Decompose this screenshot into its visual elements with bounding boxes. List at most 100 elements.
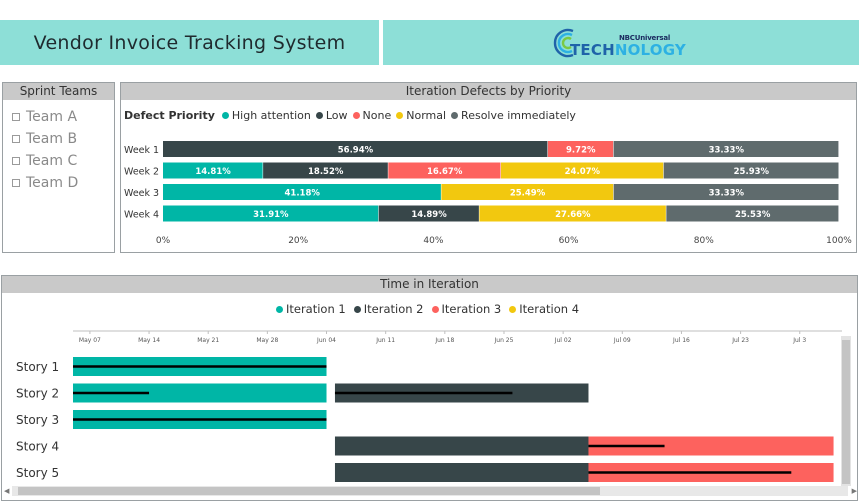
nbc-logo-icon bbox=[553, 28, 574, 58]
bar-segment[interactable] bbox=[388, 162, 501, 179]
data-label: 27.66% bbox=[555, 210, 591, 220]
date-tick-label: Jul 02 bbox=[554, 337, 572, 344]
logo-banner bbox=[383, 20, 859, 65]
data-label: 14.89% bbox=[411, 210, 447, 220]
app-title: Vendor Invoice Tracking System bbox=[33, 31, 346, 54]
data-label: 24.07% bbox=[565, 167, 601, 177]
bar-segment[interactable] bbox=[163, 205, 379, 222]
data-label: 9.72% bbox=[566, 146, 596, 156]
data-label: 16.67% bbox=[427, 167, 463, 177]
legend-dot-icon bbox=[221, 112, 229, 119]
logo-technology-text: TECHNOLOGY bbox=[570, 41, 686, 59]
defects-chart-panel: Iteration Defects by Priority Defect Pri… bbox=[120, 82, 857, 253]
data-label: 25.49% bbox=[510, 189, 546, 199]
app-title-banner: Vendor Invoice Tracking System bbox=[0, 20, 379, 65]
legend-dot-icon bbox=[431, 305, 439, 313]
gantt-bar[interactable] bbox=[334, 463, 589, 482]
legend-high-attention[interactable]: High attention bbox=[220, 109, 311, 122]
data-label: 56.94% bbox=[338, 146, 374, 156]
date-tick-label: May 14 bbox=[138, 337, 160, 344]
date-tick-label: May 28 bbox=[256, 337, 278, 344]
data-label: 18.52% bbox=[308, 167, 344, 177]
story-label: Story 5 bbox=[16, 466, 59, 480]
gantt-bar[interactable] bbox=[334, 436, 589, 456]
timeline-title: Time in Iteration bbox=[2, 276, 857, 293]
checkbox-icon[interactable] bbox=[12, 179, 20, 187]
horizontal-scroll-thumb[interactable] bbox=[18, 487, 600, 495]
bar-segment[interactable] bbox=[666, 205, 839, 222]
legend-none[interactable]: None bbox=[351, 109, 391, 122]
timeline-legend: Iteration 1 Iteration 2 Iteration 3 Iter… bbox=[2, 302, 857, 316]
date-tick-label: May 07 bbox=[79, 337, 101, 344]
legend-low[interactable]: Low bbox=[314, 109, 348, 122]
date-tick-label: May 21 bbox=[197, 337, 219, 344]
category-label: Week 3 bbox=[124, 188, 159, 199]
checkbox-icon[interactable] bbox=[12, 135, 20, 143]
bar-segment[interactable] bbox=[663, 162, 839, 179]
defects-legend: Defect Priority High attention Low None … bbox=[124, 109, 579, 122]
legend-iteration-3[interactable]: Iteration 3 bbox=[430, 302, 501, 316]
x-tick-label: 60% bbox=[559, 236, 579, 246]
legend-dot-icon bbox=[352, 112, 360, 119]
legend-normal[interactable]: Normal bbox=[394, 109, 446, 122]
story-label: Story 1 bbox=[16, 360, 59, 374]
logo-nbcuniversal-text: NBCUniversal bbox=[619, 34, 671, 42]
category-label: Week 1 bbox=[124, 145, 159, 156]
date-tick-label: Jul 09 bbox=[613, 337, 631, 344]
vertical-scroll-thumb[interactable] bbox=[842, 340, 850, 484]
slicer-item-team-c[interactable]: Team C bbox=[3, 150, 114, 172]
data-label: 33.33% bbox=[709, 189, 745, 199]
checkbox-icon[interactable] bbox=[12, 157, 20, 165]
date-tick-label: Jun 11 bbox=[375, 337, 395, 344]
gantt-bar[interactable] bbox=[588, 436, 834, 456]
data-label: 25.53% bbox=[735, 210, 771, 220]
slicer-item-team-a[interactable]: Team A bbox=[3, 106, 114, 128]
bar-segment[interactable] bbox=[163, 184, 441, 200]
vertical-scrollbar[interactable] bbox=[841, 336, 851, 486]
category-label: Week 4 bbox=[124, 210, 159, 221]
scroll-right-arrow-icon[interactable]: ▶ bbox=[851, 487, 857, 495]
data-label: 31.91% bbox=[253, 210, 289, 220]
story-label: Story 2 bbox=[16, 387, 59, 401]
x-tick-label: 40% bbox=[423, 236, 443, 246]
x-tick-label: 100% bbox=[826, 236, 852, 246]
legend-dot-icon bbox=[315, 112, 323, 119]
defects-bar-chart: Week 1 56.94% 9.72% 33.33% Week 2 14.81% 18.52… bbox=[124, 141, 852, 246]
story-label: Story 3 bbox=[16, 413, 59, 427]
bar-segment[interactable] bbox=[263, 162, 388, 179]
gantt-bar[interactable] bbox=[73, 383, 327, 403]
bar-segment[interactable] bbox=[378, 205, 479, 222]
date-tick-label: Jun 25 bbox=[494, 337, 514, 344]
x-tick-label: 20% bbox=[288, 236, 308, 246]
bar-segment[interactable] bbox=[163, 141, 548, 157]
legend-dot-icon bbox=[396, 112, 404, 119]
date-tick-label: Jul 16 bbox=[672, 337, 690, 344]
bar-segment[interactable] bbox=[547, 141, 614, 157]
time-in-iteration-panel: Time in Iteration Iteration 1 Iteration … bbox=[1, 275, 858, 501]
legend-dot-icon bbox=[275, 305, 283, 313]
date-tick-label: Jun 04 bbox=[316, 337, 336, 344]
legend-title: Defect Priority bbox=[124, 109, 215, 122]
gantt-chart: May 07 May 14 May 21 May 28 Jun 04 Jun 11 Jun … bbox=[16, 330, 842, 482]
scroll-left-arrow-icon[interactable]: ◀ bbox=[4, 487, 10, 495]
bar-segment[interactable] bbox=[163, 162, 263, 179]
x-tick-label: 80% bbox=[694, 236, 714, 246]
legend-iteration-1[interactable]: Iteration 1 bbox=[274, 302, 346, 316]
slicer-item-team-b[interactable]: Team B bbox=[3, 128, 114, 150]
legend-resolve-immediately[interactable]: Resolve immediately bbox=[449, 109, 576, 122]
bar-segment[interactable] bbox=[479, 205, 666, 222]
data-label: 33.33% bbox=[709, 146, 745, 156]
legend-iteration-2[interactable]: Iteration 2 bbox=[352, 302, 424, 316]
bar-segment[interactable] bbox=[613, 184, 839, 200]
checkbox-icon[interactable] bbox=[12, 113, 20, 121]
bar-segment[interactable] bbox=[441, 184, 614, 200]
legend-iteration-4[interactable]: Iteration 4 bbox=[507, 302, 579, 316]
category-label: Week 2 bbox=[124, 167, 159, 178]
data-label: 41.18% bbox=[284, 189, 320, 199]
horizontal-scrollbar[interactable]: ◀ ▶ bbox=[4, 486, 857, 496]
sprint-teams-slicer: Sprint Teams Team A Team B Team C Team D bbox=[2, 82, 115, 253]
legend-dot-icon bbox=[451, 112, 459, 119]
bar-segment[interactable] bbox=[501, 162, 664, 179]
bar-segment[interactable] bbox=[613, 141, 839, 157]
slicer-item-team-d[interactable]: Team D bbox=[3, 172, 114, 194]
